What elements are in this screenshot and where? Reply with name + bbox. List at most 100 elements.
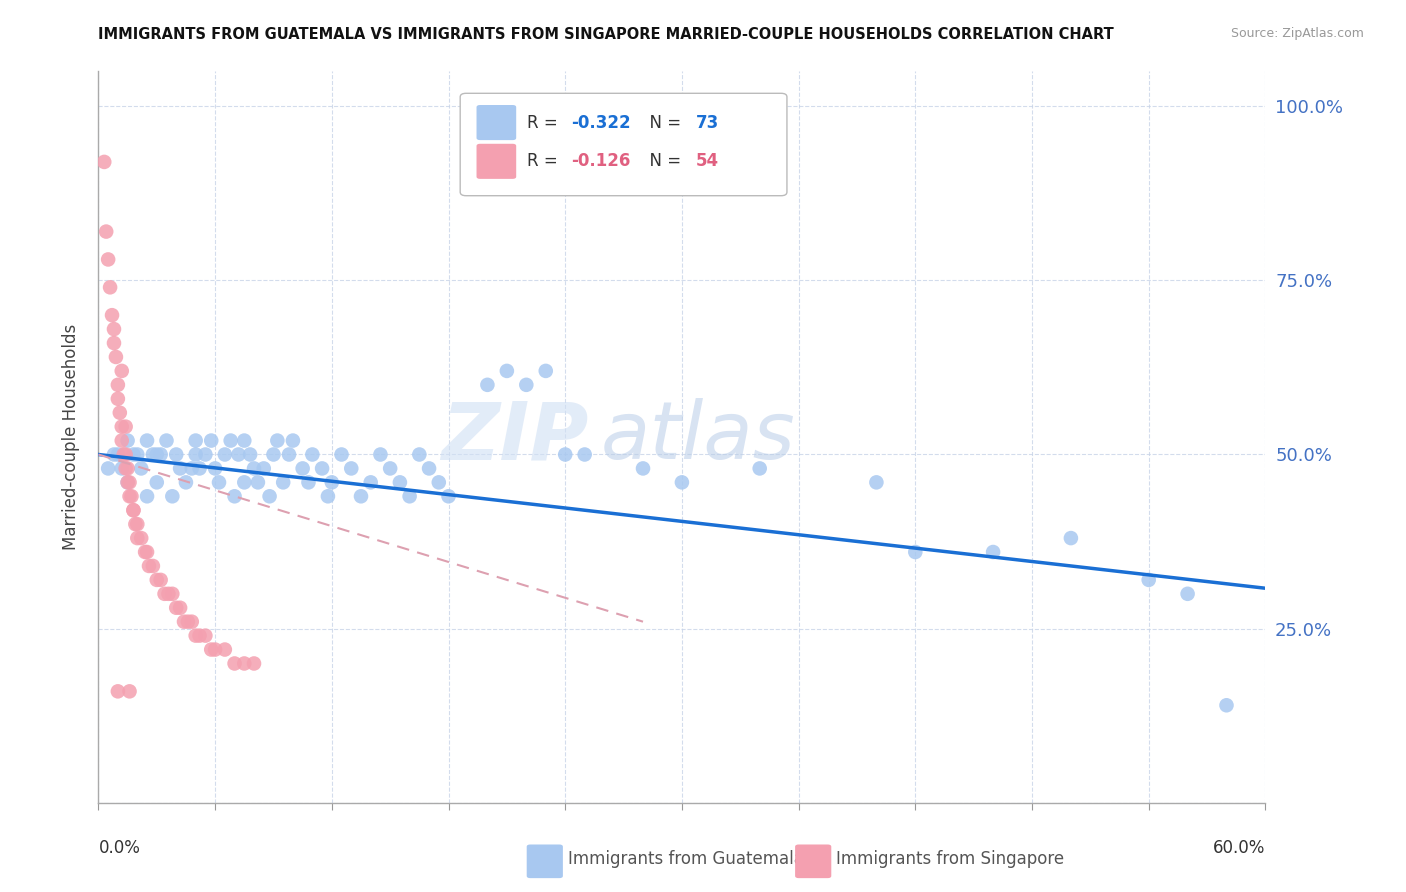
Text: Source: ZipAtlas.com: Source: ZipAtlas.com xyxy=(1230,27,1364,40)
Point xyxy=(138,558,160,573)
Point xyxy=(239,448,262,462)
Point xyxy=(204,461,226,475)
FancyBboxPatch shape xyxy=(477,144,516,179)
Text: 0.0%: 0.0% xyxy=(98,839,141,857)
Point xyxy=(129,531,152,545)
Point xyxy=(228,448,250,462)
Point xyxy=(388,475,411,490)
Point xyxy=(111,364,134,378)
Point xyxy=(418,461,440,475)
Point xyxy=(111,419,134,434)
Point xyxy=(281,434,304,448)
Point xyxy=(291,461,314,475)
Point xyxy=(165,448,187,462)
Point xyxy=(233,657,256,671)
Text: ZIP: ZIP xyxy=(441,398,589,476)
Point xyxy=(224,489,246,503)
Point xyxy=(121,489,143,503)
Point xyxy=(98,280,121,294)
Point xyxy=(360,475,382,490)
Point xyxy=(253,461,276,475)
Point xyxy=(219,434,242,448)
Point xyxy=(496,364,519,378)
Point xyxy=(97,252,120,267)
Point xyxy=(162,489,184,503)
Point xyxy=(194,448,217,462)
Point xyxy=(111,461,134,475)
Point xyxy=(169,461,191,475)
Point xyxy=(243,657,266,671)
Point xyxy=(146,573,169,587)
Point xyxy=(180,615,202,629)
Text: 54: 54 xyxy=(696,153,718,170)
Point xyxy=(153,587,176,601)
Point xyxy=(136,434,159,448)
Point xyxy=(1137,573,1160,587)
Point xyxy=(122,448,145,462)
Point xyxy=(321,475,343,490)
Point xyxy=(103,322,125,336)
Point xyxy=(107,377,129,392)
Point xyxy=(177,615,200,629)
Point xyxy=(114,461,136,475)
Point xyxy=(93,155,115,169)
Point xyxy=(136,489,159,503)
Text: atlas: atlas xyxy=(600,398,794,476)
Point xyxy=(118,684,141,698)
Point xyxy=(194,629,217,643)
Point xyxy=(224,657,246,671)
Point xyxy=(107,448,129,462)
Point xyxy=(165,600,187,615)
Point xyxy=(380,461,402,475)
Point xyxy=(134,545,156,559)
Point xyxy=(136,545,159,559)
Point xyxy=(370,448,392,462)
Point xyxy=(262,448,284,462)
Point xyxy=(117,434,139,448)
Point xyxy=(149,573,172,587)
Text: IMMIGRANTS FROM GUATEMALA VS IMMIGRANTS FROM SINGAPORE MARRIED-COUPLE HOUSEHOLDS: IMMIGRANTS FROM GUATEMALA VS IMMIGRANTS … xyxy=(98,27,1114,42)
Point xyxy=(208,475,231,490)
Point xyxy=(266,434,288,448)
Point xyxy=(108,406,131,420)
Point xyxy=(398,489,420,503)
Point xyxy=(188,629,211,643)
Point xyxy=(104,350,127,364)
Point xyxy=(671,475,693,490)
Point xyxy=(127,448,149,462)
Point xyxy=(114,419,136,434)
Point xyxy=(174,475,197,490)
Point xyxy=(316,489,339,503)
Point xyxy=(904,545,927,559)
Point xyxy=(408,448,430,462)
Point xyxy=(748,461,770,475)
Point xyxy=(200,434,222,448)
Point xyxy=(146,475,169,490)
Point xyxy=(142,448,165,462)
Point xyxy=(96,225,118,239)
Point xyxy=(107,392,129,406)
Point xyxy=(127,531,149,545)
Text: -0.126: -0.126 xyxy=(571,153,630,170)
Point xyxy=(101,308,124,322)
Point xyxy=(427,475,450,490)
Point xyxy=(200,642,222,657)
Text: 60.0%: 60.0% xyxy=(1213,839,1265,857)
Point xyxy=(122,503,145,517)
Point xyxy=(184,629,207,643)
Point xyxy=(981,545,1004,559)
Text: R =: R = xyxy=(527,153,562,170)
Point xyxy=(112,448,135,462)
Point xyxy=(340,461,363,475)
Point xyxy=(157,587,180,601)
Point xyxy=(631,461,654,475)
Point xyxy=(214,448,236,462)
Point xyxy=(155,434,177,448)
Point xyxy=(297,475,319,490)
Text: -0.322: -0.322 xyxy=(571,113,631,131)
Point xyxy=(162,587,184,601)
Point xyxy=(103,448,125,462)
Text: R =: R = xyxy=(527,113,562,131)
Point xyxy=(184,434,207,448)
Point xyxy=(103,336,125,351)
